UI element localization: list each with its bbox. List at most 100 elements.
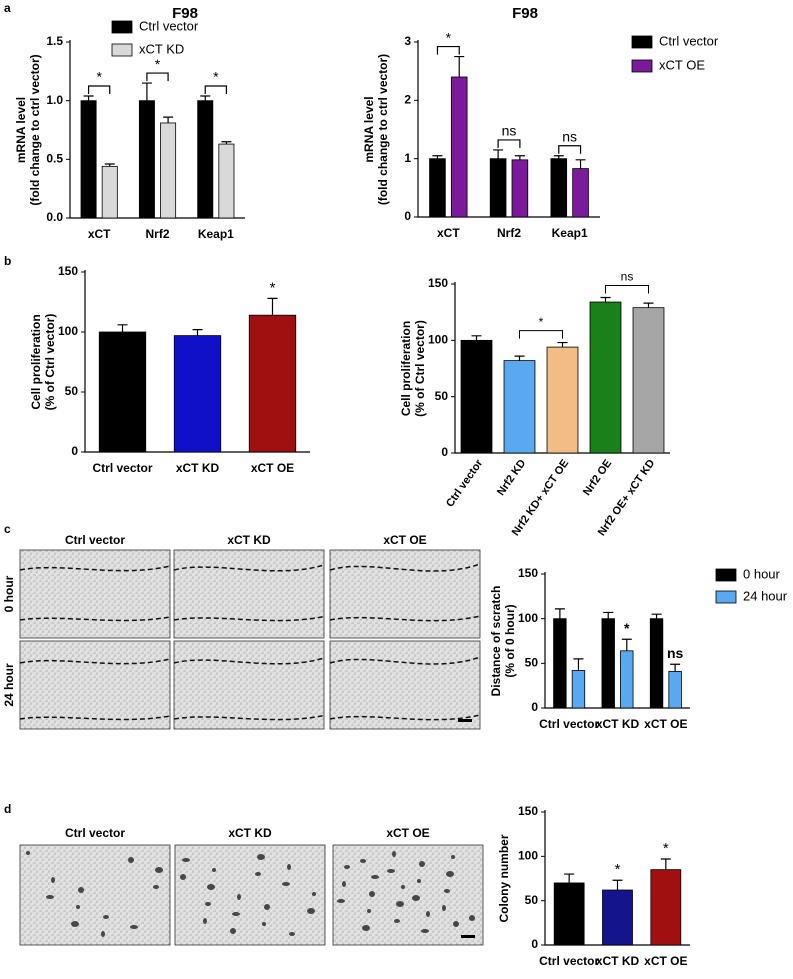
legend-label: 0 hour — [743, 566, 781, 581]
bar — [101, 165, 118, 219]
error-bar — [432, 155, 443, 159]
y-tick-label: 2 — [404, 93, 411, 107]
significance-label: ns — [667, 645, 684, 661]
legend-swatch — [631, 59, 653, 73]
significance-bracket — [497, 139, 521, 148]
bar — [649, 618, 664, 709]
significance-label: * — [615, 861, 621, 878]
micrograph — [19, 844, 171, 946]
x-tick-label: Nrf2 KD — [495, 457, 528, 497]
colony — [153, 885, 159, 889]
error-bar — [600, 296, 611, 303]
colony — [180, 874, 186, 880]
colony — [342, 881, 346, 887]
error-bar — [267, 297, 278, 316]
y-tick-label: 0.0 — [46, 210, 63, 224]
bar — [98, 331, 147, 453]
micrograph — [329, 640, 481, 730]
y-tick-label: 3 — [404, 34, 411, 48]
colony — [392, 851, 396, 857]
colony — [51, 877, 55, 883]
legend-label: Ctrl vector — [139, 18, 199, 33]
scratch-edge — [19, 658, 171, 665]
y-tick-label: 100 — [58, 324, 78, 338]
x-tick-label: Ctrl vector — [444, 457, 486, 510]
scratch-edge — [173, 657, 325, 665]
scratch-edge — [173, 615, 325, 622]
x-tick-label: xCT KD — [596, 954, 640, 968]
colony — [264, 904, 270, 910]
error-bar — [557, 341, 568, 348]
x-tick-label: Nrf2 — [145, 227, 169, 241]
colony — [412, 895, 420, 901]
significance-label: * — [96, 69, 102, 85]
colony — [307, 908, 315, 914]
error-bar — [141, 82, 152, 101]
x-tick-label: Ctrl vector — [539, 717, 599, 731]
y-tick-label: 1 — [404, 151, 411, 165]
y-tick-label: 150 — [428, 276, 448, 290]
scratch-edge — [19, 565, 171, 572]
micrograph — [329, 549, 481, 639]
y-axis-label: mRNA level — [362, 96, 376, 162]
colony — [394, 919, 400, 923]
scratch-edge — [19, 616, 171, 622]
chart-title: F98 — [172, 5, 198, 22]
micrograph — [173, 640, 325, 730]
colony — [230, 928, 236, 934]
bar — [550, 158, 568, 218]
x-tick-label: xCT — [88, 227, 111, 241]
error-bar — [493, 149, 504, 159]
scratch-edge — [329, 714, 481, 721]
error-bar — [612, 879, 623, 891]
colony — [451, 855, 455, 859]
y-tick-label: 100 — [428, 333, 448, 347]
colony — [446, 871, 454, 877]
significance-bracket — [204, 85, 228, 94]
colony — [421, 929, 429, 933]
colony — [257, 854, 265, 860]
x-tick-label: Nrf2 OE — [581, 458, 614, 498]
colony — [103, 915, 109, 919]
bar — [80, 100, 97, 219]
micrograph — [174, 844, 326, 946]
legend-label: xCT KD — [139, 41, 184, 56]
x-tick-label: Keap1 — [198, 227, 234, 241]
y-axis-label: (% of Ctrl vector) — [413, 320, 427, 417]
y-axis-label: (fold change to ctrl vector) — [376, 54, 390, 205]
colony — [101, 931, 105, 937]
significance-label: ns — [502, 123, 517, 139]
colony — [344, 865, 350, 869]
y-tick-label: 150 — [58, 264, 78, 278]
y-tick-label: 150 — [518, 804, 538, 818]
y-axis-label: Cell proliferation — [29, 314, 43, 409]
significance-label: * — [270, 279, 276, 296]
x-tick-label: xCT OE — [251, 461, 294, 475]
y-tick-label: 1.5 — [46, 34, 63, 48]
error-bar — [83, 95, 94, 101]
scratch-edge — [329, 615, 481, 622]
bar — [572, 168, 589, 218]
colony — [362, 925, 370, 931]
error-bar — [603, 611, 614, 619]
y-axis-label: (fold change to ctrl vector) — [28, 54, 42, 205]
error-bar — [117, 324, 128, 332]
column-label: Ctrl vector — [65, 533, 125, 547]
scratch-edge — [329, 563, 481, 572]
colony — [207, 884, 215, 890]
error-bar — [514, 355, 525, 361]
scale-bar — [461, 935, 475, 938]
column-label: xCT KD — [227, 533, 271, 547]
bar — [503, 360, 536, 454]
panel-label: b — [4, 254, 11, 268]
error-bar — [200, 95, 211, 101]
bar — [489, 158, 507, 218]
y-tick-label: 0 — [531, 700, 538, 714]
bar — [632, 307, 665, 454]
error-bar — [163, 116, 174, 123]
bar — [138, 100, 155, 219]
error-bar — [192, 329, 203, 336]
legend-swatch — [715, 590, 737, 604]
colony — [232, 912, 240, 916]
bar — [553, 882, 585, 946]
